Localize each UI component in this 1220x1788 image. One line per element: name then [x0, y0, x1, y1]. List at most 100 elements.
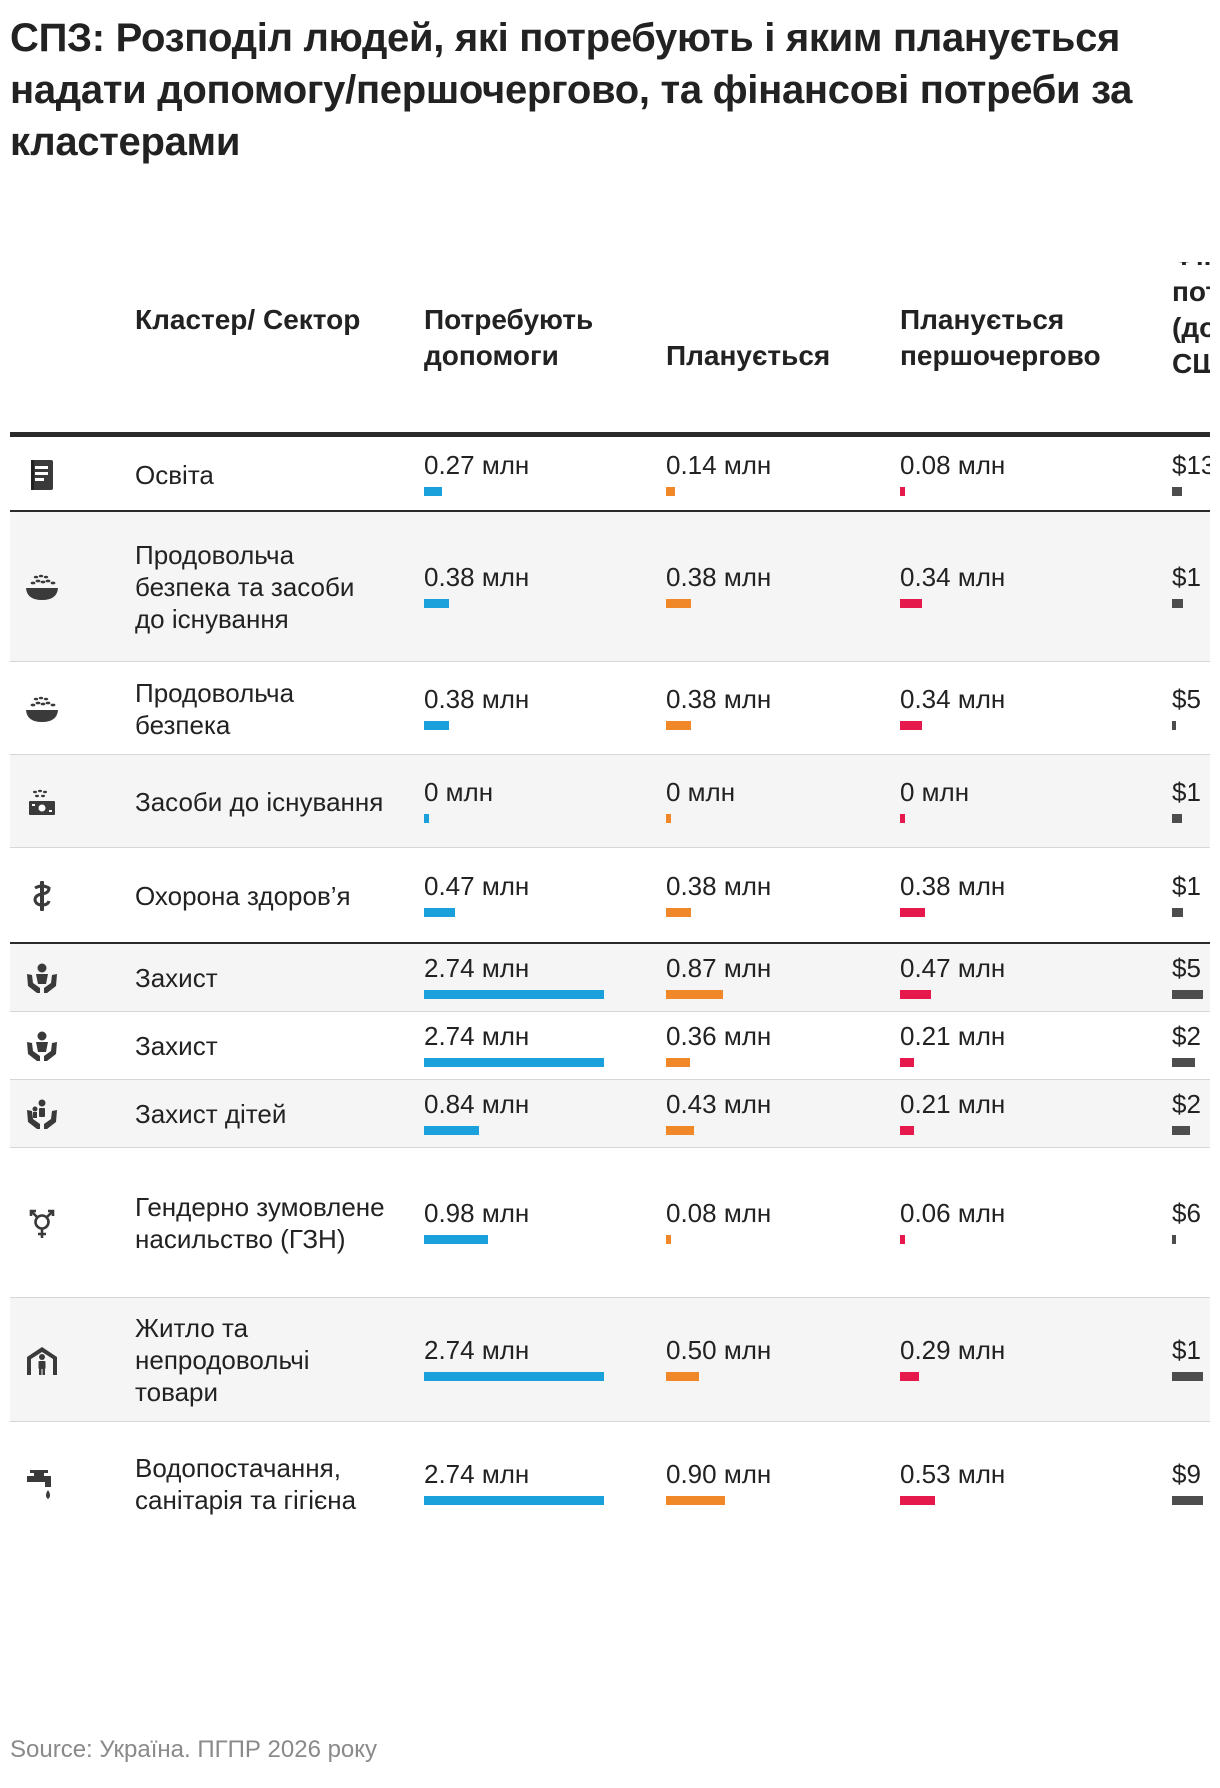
child-protection-icon [24, 1096, 60, 1132]
source-note: Source: Україна. ПГПР 2026 року [10, 1736, 378, 1763]
priority-bar [900, 1235, 905, 1244]
planned-bar [666, 1372, 699, 1381]
need-value: 2.74 млн [424, 1459, 530, 1489]
row-divider [10, 754, 1210, 755]
row-divider [10, 1421, 1210, 1422]
priority-value: 0.34 млн [900, 562, 1006, 592]
table-row: Захист 2.74 млн 0.87 млн 0.47 млн $5 [10, 944, 1210, 1012]
finance-bar [1172, 1058, 1195, 1067]
priority-bar [900, 908, 925, 917]
header-finance: Фінансові потреби (дол. США) [1172, 262, 1210, 379]
table-row: Захист дітей 0.84 млн 0.43 млн 0.21 млн $2 [10, 1080, 1210, 1148]
cluster-name: Освіта [135, 460, 214, 490]
finance-value: $1 [1172, 562, 1201, 592]
row-divider [10, 1147, 1210, 1148]
need-value: 2.74 млн [424, 1021, 530, 1051]
priority-bar [900, 487, 905, 496]
table-row: Продовольча безпека та засоби до існуван… [10, 512, 1210, 662]
planned-bar [666, 1126, 694, 1135]
header-planned: Планується [666, 340, 831, 371]
planned-bar [666, 813, 671, 823]
finance-value: $6 [1172, 1198, 1201, 1228]
priority-bar [900, 599, 922, 608]
planned-value: 0.43 млн [666, 1089, 772, 1119]
need-bar [424, 1126, 479, 1135]
priority-cell: 0.08 млн [900, 451, 1005, 496]
finance-value: $9 [1172, 1459, 1201, 1489]
need-bar [424, 720, 449, 730]
need-value: 0.38 млн [424, 683, 530, 714]
table-header: Кластер/ Сектор Потребують допомоги План… [10, 262, 1210, 437]
protection-icon [24, 1028, 60, 1064]
finance-bar [1172, 908, 1183, 917]
priority-cell: 0.53 млн [900, 1459, 1006, 1505]
finance-bar [1172, 990, 1203, 999]
priority-cell: 0.29 млн [900, 1336, 1005, 1381]
cluster-name: Захист [135, 963, 218, 993]
header-need: Потребують допомоги [424, 304, 594, 371]
book-icon [24, 457, 60, 493]
shelter-icon [24, 1342, 60, 1378]
priority-cell: 0 млн [900, 778, 969, 823]
priority-value: 0.21 млн [900, 1021, 1006, 1051]
planned-bar [666, 1235, 671, 1244]
header-priority: Планується першочергово [900, 304, 1101, 371]
finance-bar [1172, 1496, 1203, 1505]
food-bowl-icon [24, 691, 60, 727]
finance-cell: $1 [1172, 562, 1201, 608]
table-row: Захист 2.74 млн 0.36 млн 0.21 млн $2 [10, 1012, 1210, 1080]
finance-value: $2 [1172, 1089, 1201, 1119]
priority-bar [900, 990, 931, 999]
planned-cell: 0.38 млн [666, 685, 771, 730]
planned-value: 0.14 млн [666, 450, 772, 480]
priority-value: 0.38 млн [900, 871, 1006, 901]
finance-cell: $1 [1172, 1336, 1203, 1381]
cluster-name: Засоби до існування [135, 787, 384, 817]
priority-value: 0.47 млн [900, 953, 1006, 983]
finance-cell: $1 [1172, 872, 1201, 917]
cluster-name: Охорона здоров’я [135, 881, 351, 911]
priority-bar [900, 1372, 919, 1381]
planned-cell: 0.08 млн [666, 1199, 771, 1244]
cluster-name: Водопостачання, санітарія та гігієна [135, 1453, 357, 1515]
finance-cell: $2 [1172, 1021, 1201, 1067]
priority-value: 0.53 млн [900, 1459, 1006, 1489]
planned-cell: 0.43 млн [666, 1089, 772, 1135]
finance-value: $2 [1172, 1021, 1201, 1051]
planned-bar [666, 720, 691, 730]
planned-cell: 0.14 млн [666, 450, 772, 496]
priority-cell: 0.21 млн [900, 1021, 1006, 1067]
planned-cell: 0.38 млн [666, 871, 772, 917]
priority-cell: 0.21 млн [900, 1090, 1005, 1135]
row-divider [10, 1297, 1210, 1298]
finance-cell: $5 [1172, 954, 1203, 999]
need-bar [424, 487, 442, 496]
finance-value: $13 [1172, 450, 1210, 480]
need-cell: 0.38 млн [424, 683, 530, 730]
need-cell: 0.38 млн [424, 563, 529, 608]
finance-bar [1172, 599, 1183, 608]
priority-bar [900, 813, 905, 823]
finance-value: $1 [1172, 776, 1201, 807]
planned-value: 0.38 млн [666, 562, 772, 592]
finance-bar [1172, 1372, 1203, 1381]
planned-cell: 0.36 млн [666, 1022, 771, 1067]
row-divider [10, 1079, 1210, 1080]
need-value: 2.74 млн [424, 953, 530, 983]
planned-cell: 0.38 млн [666, 562, 772, 608]
planned-cell: 0.50 млн [666, 1336, 771, 1381]
need-cell: 0.84 млн [424, 1090, 529, 1135]
cluster-name: Гендерно зумовлене насильство (ГЗН) [135, 1192, 385, 1254]
finance-cell: $13 [1172, 450, 1210, 496]
protection-icon [24, 960, 60, 996]
finance-value: $5 [1172, 683, 1201, 714]
food-bowl-icon [24, 569, 60, 605]
planned-value: 0.38 млн [666, 871, 772, 901]
cluster-name: Продовольча безпека [135, 678, 295, 740]
row-divider [10, 661, 1210, 662]
finance-bar [1172, 720, 1176, 730]
need-cell: 0 млн [424, 778, 493, 823]
priority-cell: 0.38 млн [900, 871, 1006, 917]
need-cell: 0.47 млн [424, 872, 529, 917]
priority-cell: 0.06 млн [900, 1199, 1005, 1244]
